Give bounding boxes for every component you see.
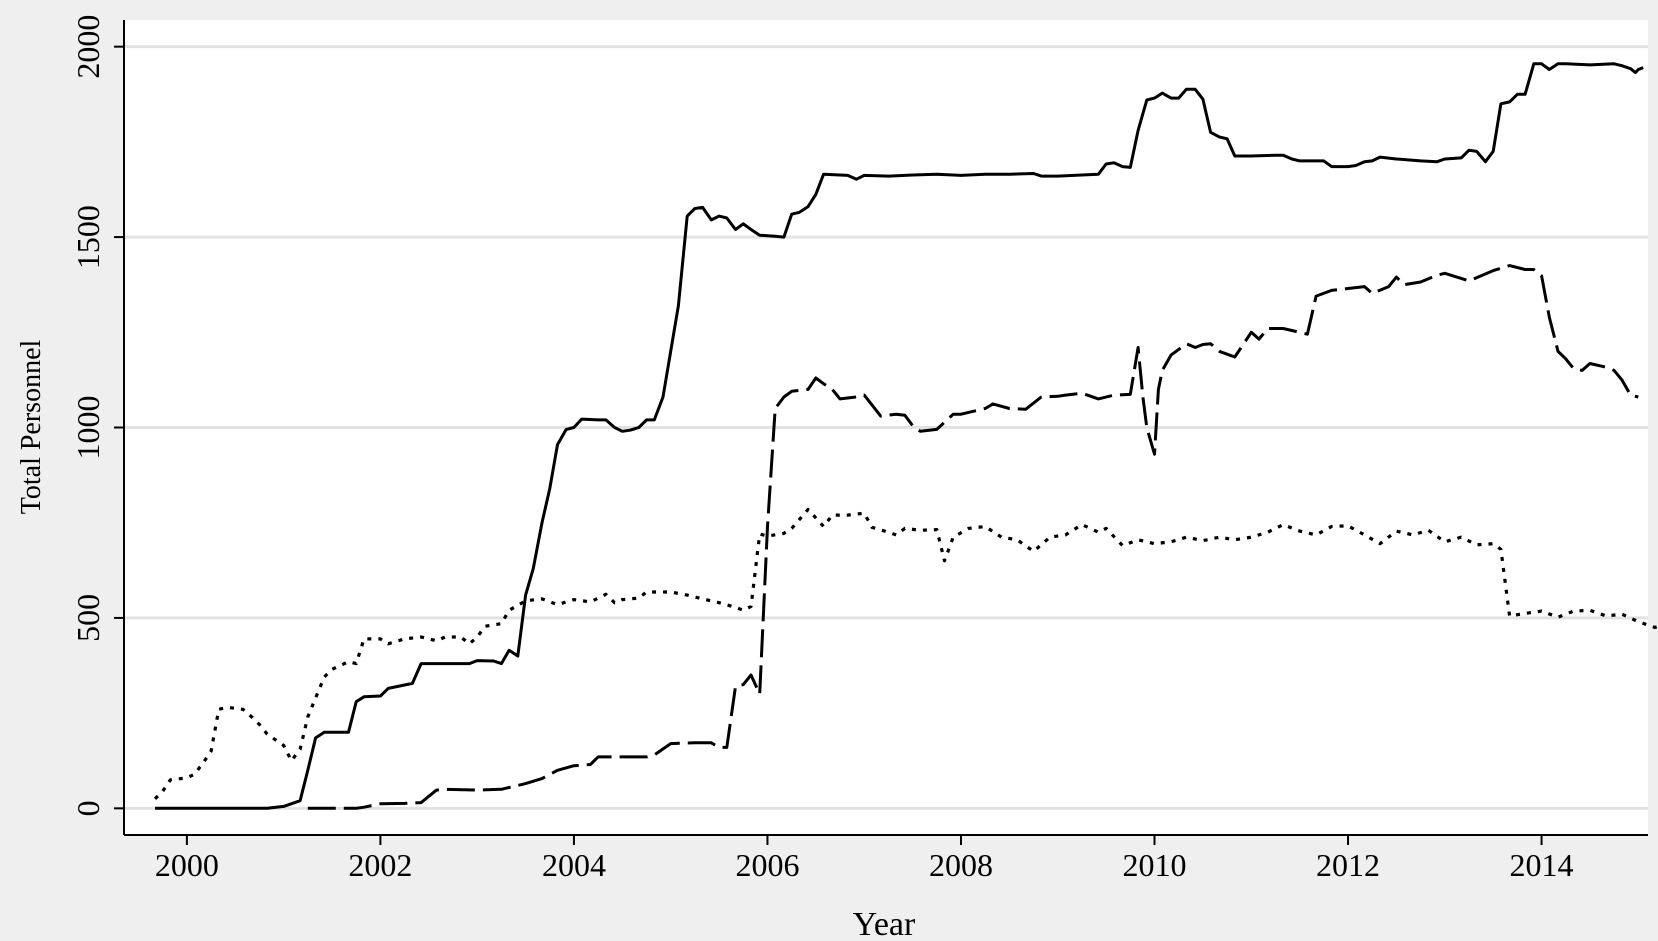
x-tick-label-2012: 2012 <box>1316 847 1380 883</box>
y-axis-title: Total Personnel <box>16 339 47 514</box>
y-tick-label-2000: 2000 <box>70 15 106 79</box>
x-axis-title: Year <box>853 906 916 941</box>
x-tick-label-2008: 2008 <box>929 847 993 883</box>
x-tick-label-2006: 2006 <box>735 847 799 883</box>
y-tick-label-1500: 1500 <box>70 205 106 269</box>
x-tick-label-2004: 2004 <box>542 847 606 883</box>
x-tick-label-2000: 2000 <box>155 847 219 883</box>
x-tick-label-2010: 2010 <box>1123 847 1187 883</box>
series-line-solid <box>155 62 1644 810</box>
series-line-dotted <box>153 507 1658 800</box>
y-tick-label-1000: 1000 <box>70 396 106 460</box>
x-axis-ticks: 2000 2002 2004 2006 2008 2010 2012 2014 <box>155 835 1574 883</box>
y-axis-ticks: 0 500 1000 1500 2000 <box>70 15 124 816</box>
x-tick-label-2014: 2014 <box>1510 847 1574 883</box>
x-tick-label-2002: 2002 <box>348 847 412 883</box>
series-line-dashed <box>307 264 1639 810</box>
gridlines <box>124 45 1648 810</box>
y-tick-label-500: 500 <box>70 594 106 642</box>
series-group <box>153 62 1658 810</box>
y-tick-label-0: 0 <box>70 800 106 816</box>
